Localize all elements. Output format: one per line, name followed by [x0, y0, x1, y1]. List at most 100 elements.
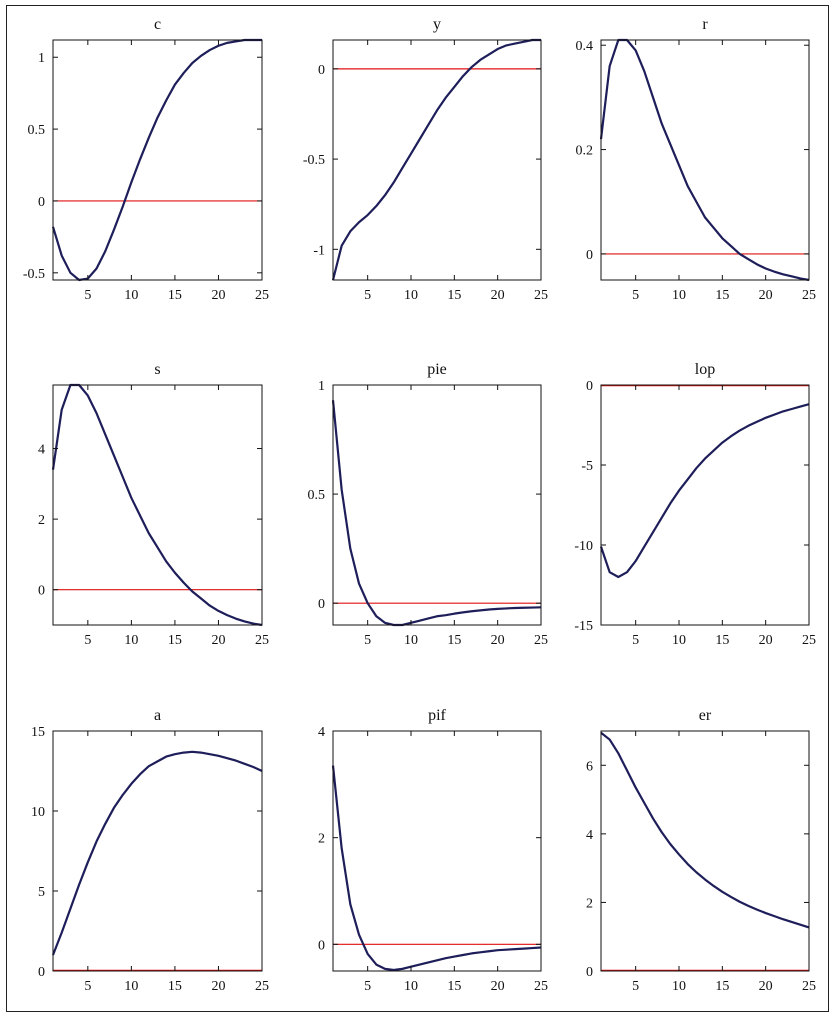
x-tick-label: 15	[447, 288, 461, 303]
series-line	[599, 38, 810, 282]
series-line	[600, 731, 810, 929]
y-tick-label: 10	[31, 805, 45, 820]
series-line	[599, 403, 810, 579]
axes-box	[52, 39, 263, 281]
panel-title: pie	[427, 361, 447, 378]
x-tick-label: 25	[255, 633, 269, 648]
y-tick-label: 0	[586, 965, 593, 980]
x-tick-label: 5	[364, 633, 371, 648]
x-tick-label: 25	[534, 633, 548, 648]
x-tick-label: 10	[672, 979, 686, 994]
panel-r: r 5 10 15 20 25 0 0.2 0.4	[576, 16, 817, 303]
y-tick-label: 2	[586, 896, 593, 911]
y-tick-label: 1	[318, 379, 325, 394]
x-tick-label: 5	[84, 288, 91, 303]
y-tick-label: 1	[38, 51, 45, 66]
y-tick-label: 0	[38, 584, 45, 599]
y-tick-label: -0.5	[23, 267, 45, 282]
x-tick-label: 25	[802, 979, 816, 994]
panel-title: lop	[695, 361, 715, 378]
y-tick-label: 4	[318, 725, 325, 740]
x-tick-label: 20	[759, 633, 773, 648]
x-tick-label: 15	[447, 979, 461, 994]
x-tick-label: 20	[759, 979, 773, 994]
y-tick-label: 0	[318, 938, 325, 953]
series-line	[51, 750, 263, 956]
axes-box	[332, 384, 542, 626]
x-tick-label: 15	[168, 633, 182, 648]
axes-box	[600, 39, 810, 281]
panel-lop: lop 5 10 15 20 25 -15 -10 -5 0	[574, 361, 816, 648]
axes-box	[332, 730, 542, 972]
y-tick-label: -10	[574, 539, 593, 554]
y-tick-label: -5	[581, 459, 593, 474]
x-tick-label: 25	[534, 979, 548, 994]
x-tick-label: 5	[364, 288, 371, 303]
panel-title: r	[702, 16, 708, 33]
panel-title: pif	[428, 707, 446, 724]
x-tick-label: 20	[491, 288, 505, 303]
panel-title: er	[699, 707, 712, 724]
x-tick-label: 10	[404, 288, 418, 303]
series-line	[331, 38, 541, 281]
axes-box	[52, 730, 263, 972]
x-tick-label: 10	[124, 633, 138, 648]
y-tick-label: 0	[38, 965, 45, 980]
axes-box	[52, 384, 263, 626]
x-tick-label: 20	[491, 633, 505, 648]
y-tick-label: 0.5	[308, 488, 326, 503]
y-tick-label: 0	[586, 379, 593, 394]
y-tick-label: 2	[318, 832, 325, 847]
series-line	[331, 765, 542, 972]
y-tick-label: 6	[586, 759, 593, 774]
panel-title: a	[154, 707, 161, 724]
panel-title: c	[154, 16, 161, 33]
x-tick-label: 20	[211, 633, 225, 648]
panel-c: c 5 10 15 20 25 -0.5 0 0.5 1	[23, 16, 269, 303]
series-line	[51, 383, 263, 627]
x-tick-label: 15	[715, 979, 729, 994]
y-tick-label: 0.5	[28, 123, 46, 138]
y-tick-label: 0	[586, 248, 593, 263]
x-tick-label: 10	[404, 979, 418, 994]
y-tick-label: 5	[38, 885, 45, 900]
x-tick-label: 10	[124, 979, 138, 994]
x-tick-label: 20	[491, 979, 505, 994]
panel-title: y	[433, 16, 441, 33]
y-tick-label: 0.4	[576, 39, 594, 54]
y-tick-label: 0	[318, 597, 325, 612]
x-tick-label: 15	[168, 288, 182, 303]
panel-er: er 5 10 15 20 25 0 2 4 6	[586, 707, 816, 994]
panel-a: a 5 10 15 20 25 0 5 10 15	[31, 707, 269, 994]
x-tick-label: 5	[84, 633, 91, 648]
y-tick-label: 0.2	[576, 144, 594, 159]
x-tick-label: 15	[715, 633, 729, 648]
panel-y: y 5 10 15 20 25 -1 -0.5 0	[303, 16, 548, 303]
axes-box	[600, 384, 810, 626]
panel-pif: pif 5 10 15 20 25 0 2 4	[318, 707, 548, 994]
series-line	[331, 400, 542, 627]
x-tick-label: 5	[364, 979, 371, 994]
y-tick-label: 4	[586, 828, 593, 843]
y-tick-label: 2	[38, 513, 45, 528]
x-tick-label: 25	[802, 288, 816, 303]
x-tick-label: 25	[802, 633, 816, 648]
x-tick-label: 5	[632, 288, 639, 303]
y-tick-label: 0	[38, 195, 45, 210]
x-tick-label: 10	[672, 633, 686, 648]
panel-pie: pie 5 10 15 20 25 0 0.5 1	[308, 361, 549, 648]
axes-box	[600, 730, 810, 972]
figure-frame	[6, 5, 829, 1012]
y-tick-label: -1	[313, 243, 325, 258]
y-tick-label: 4	[38, 443, 45, 458]
x-tick-label: 25	[534, 288, 548, 303]
panel-title: s	[154, 361, 160, 378]
y-tick-label: -15	[574, 619, 593, 634]
x-tick-label: 5	[632, 979, 639, 994]
x-tick-label: 5	[84, 979, 91, 994]
x-tick-label: 15	[715, 288, 729, 303]
x-tick-label: 25	[255, 979, 269, 994]
x-tick-label: 15	[447, 633, 461, 648]
